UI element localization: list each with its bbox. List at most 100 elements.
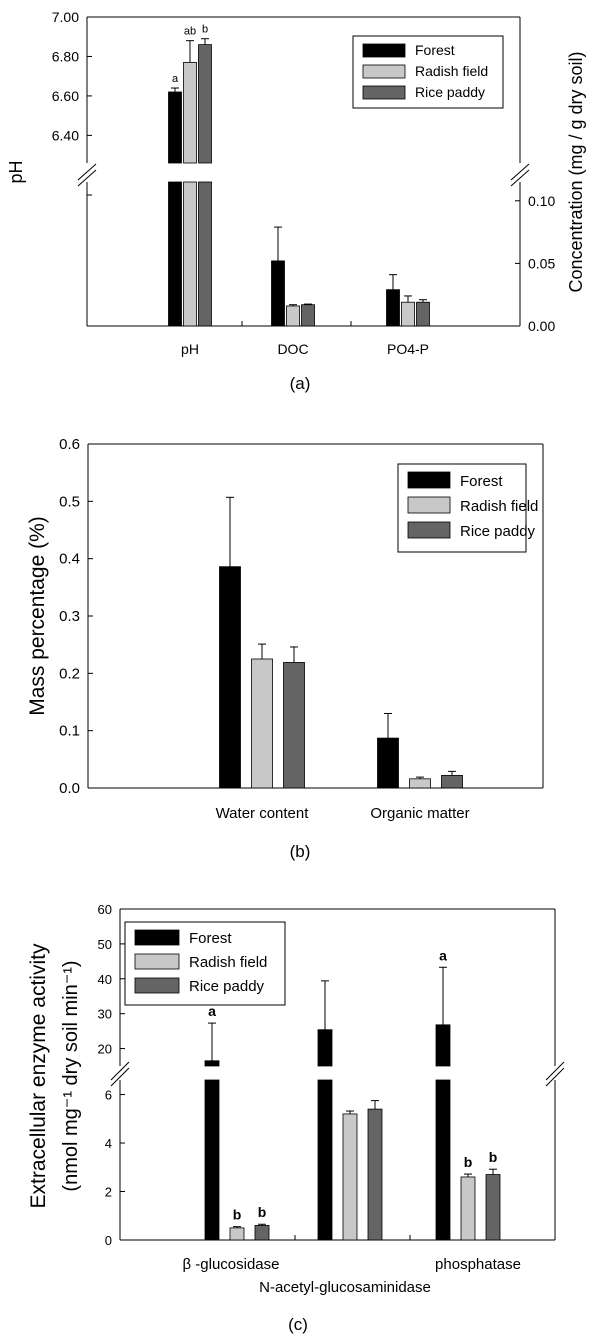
a-PO4-P-bar-Rice paddy xyxy=(416,301,430,327)
a-ph-bar-lower-Radish field xyxy=(183,181,197,327)
b-category-label-0: Water content xyxy=(216,805,310,822)
c-lower-tick-label: 2 xyxy=(105,1185,112,1200)
b-bar-Rice paddy-1 xyxy=(441,774,463,789)
c-letter-0-2: a xyxy=(439,947,447,963)
a-ph-bar-Rice paddy xyxy=(198,44,212,164)
b-legend-swatch-1 xyxy=(407,496,451,514)
a-ph-tick-label: 6.60 xyxy=(52,88,79,104)
c-ylabel-line2: (nmol mg⁻¹ dry soil min⁻¹) xyxy=(60,960,82,1191)
b-legend-label-1: Radish field xyxy=(460,498,538,515)
b-legend-swatch-0 xyxy=(407,471,451,489)
a-ph-tick-label: 6.40 xyxy=(52,127,79,143)
b-category-label-1: Organic matter xyxy=(370,805,469,822)
b-ylabel: Mass percentage (%) xyxy=(26,516,49,716)
a-conc-tick-label: 0.10 xyxy=(528,193,555,209)
c-legend-label-1: Radish field xyxy=(189,954,267,971)
b-legend-label-0: Forest xyxy=(460,473,503,490)
c-axis-break-right xyxy=(545,1061,565,1081)
b-y-tick-label: 0.5 xyxy=(59,493,80,510)
c-bar-upper-Forest-2 xyxy=(435,1024,451,1067)
c-axis-break-left xyxy=(110,1061,130,1081)
c-legend-swatch-0 xyxy=(134,929,180,946)
a-conc-tick-label: 0.00 xyxy=(528,318,555,334)
a-legend-label-2: Rice paddy xyxy=(415,84,485,100)
a-DOC-bar-Forest xyxy=(271,260,285,327)
c-panel-label: (c) xyxy=(288,1315,308,1334)
c-category-label-2: phosphatase xyxy=(435,1256,521,1273)
c-bar-Rice paddy-2 xyxy=(485,1174,501,1241)
c-legend-swatch-1 xyxy=(134,953,180,970)
c-axis-break-left xyxy=(110,1067,130,1087)
c-upper-tick-label: 40 xyxy=(98,972,112,987)
c-bar-Rice paddy-0 xyxy=(254,1225,270,1241)
a-ph-bar-lower-Rice paddy xyxy=(198,181,212,327)
a-ylabel-left: pH xyxy=(6,160,26,183)
b-bar-Radish field-0 xyxy=(251,658,273,789)
b-bar-Forest-1 xyxy=(377,737,399,789)
a-legend-label-1: Radish field xyxy=(415,63,488,79)
c-bar-Radish field-0 xyxy=(229,1227,245,1241)
b-y-tick-label: 0.3 xyxy=(59,608,80,625)
a-ph-letter-0: a xyxy=(172,73,179,85)
a-DOC-bar-Rice paddy xyxy=(301,304,315,327)
a-PO4-P-bar-Forest xyxy=(386,289,400,327)
b-y-tick-label: 0.4 xyxy=(59,551,80,568)
c-letter-2-0: b xyxy=(258,1204,267,1220)
a-DOC-bar-Radish field xyxy=(286,305,300,327)
c-axis-break-right xyxy=(545,1067,565,1087)
c-upper-tick-label: 30 xyxy=(98,1007,112,1022)
c-letter-0-0: a xyxy=(208,1003,216,1019)
b-bar-Rice paddy-0 xyxy=(283,662,305,789)
a-legend-label-0: Forest xyxy=(415,42,455,58)
c-lower-tick-label: 6 xyxy=(105,1088,112,1103)
a-legend-swatch-0 xyxy=(362,43,406,58)
a-ylabel-right: Concentration (mg / g dry soil) xyxy=(566,51,586,292)
c-bar-upper-Forest-1 xyxy=(317,1029,333,1067)
c-letter-1-0: b xyxy=(233,1207,242,1223)
a-category-label-1: DOC xyxy=(277,341,308,357)
c-letter-1-2: b xyxy=(464,1154,473,1170)
c-bar-lower-Forest-0 xyxy=(204,1079,220,1241)
a-category-label-2: PO4-P xyxy=(387,341,429,357)
b-legend-label-2: Rice paddy xyxy=(460,523,536,540)
b-y-tick-label: 0.1 xyxy=(59,723,80,740)
b-y-tick-label: 0.2 xyxy=(59,665,80,682)
c-legend-label-0: Forest xyxy=(189,930,232,947)
a-legend-swatch-1 xyxy=(362,64,406,79)
c-upper-tick-label: 20 xyxy=(98,1042,112,1057)
c-lower-tick-label: 0 xyxy=(105,1233,112,1248)
c-bar-lower-Forest-1 xyxy=(317,1079,333,1241)
b-legend-box xyxy=(397,463,527,553)
c-bar-upper-Forest-0 xyxy=(204,1060,220,1067)
b-panel-label: (b) xyxy=(290,842,311,861)
c-legend-label-2: Rice paddy xyxy=(189,978,265,995)
a-axis-break-right xyxy=(510,169,530,187)
a-ph-tick-label: 6.80 xyxy=(52,48,79,64)
b-bar-Radish field-1 xyxy=(409,778,431,789)
a-PO4-P-bar-Radish field xyxy=(401,301,415,327)
c-category-label-0: β -glucosidase xyxy=(182,1256,279,1273)
a-axis-break-right xyxy=(510,163,530,181)
c-lower-tick-label: 4 xyxy=(105,1136,112,1151)
b-bar-Forest-0 xyxy=(219,566,241,789)
c-legend-swatch-2 xyxy=(134,977,180,994)
c-upper-tick-label: 60 xyxy=(98,902,112,917)
a-panel-label: (a) xyxy=(290,374,311,393)
a-ph-tick-label: 7.00 xyxy=(52,9,79,25)
c-bar-Radish field-2 xyxy=(460,1176,476,1241)
c-bar-Rice paddy-1 xyxy=(367,1108,383,1241)
b-y-tick-label: 0.0 xyxy=(59,780,80,797)
a-legend-box xyxy=(352,35,504,109)
b-legend-swatch-2 xyxy=(407,521,451,539)
c-bar-Radish field-1 xyxy=(342,1113,358,1241)
a-axis-break-left xyxy=(77,169,97,187)
a-ph-letter-2: b xyxy=(202,24,208,36)
c-ylabel-line1: Extracellular enzyme activity xyxy=(27,943,50,1208)
a-category-label-0: pH xyxy=(181,341,199,357)
c-bar-lower-Forest-2 xyxy=(435,1079,451,1241)
a-ph-bar-Forest xyxy=(168,91,182,164)
a-legend-swatch-2 xyxy=(362,85,406,100)
c-upper-tick-label: 50 xyxy=(98,937,112,952)
a-axis-break-left xyxy=(77,163,97,181)
